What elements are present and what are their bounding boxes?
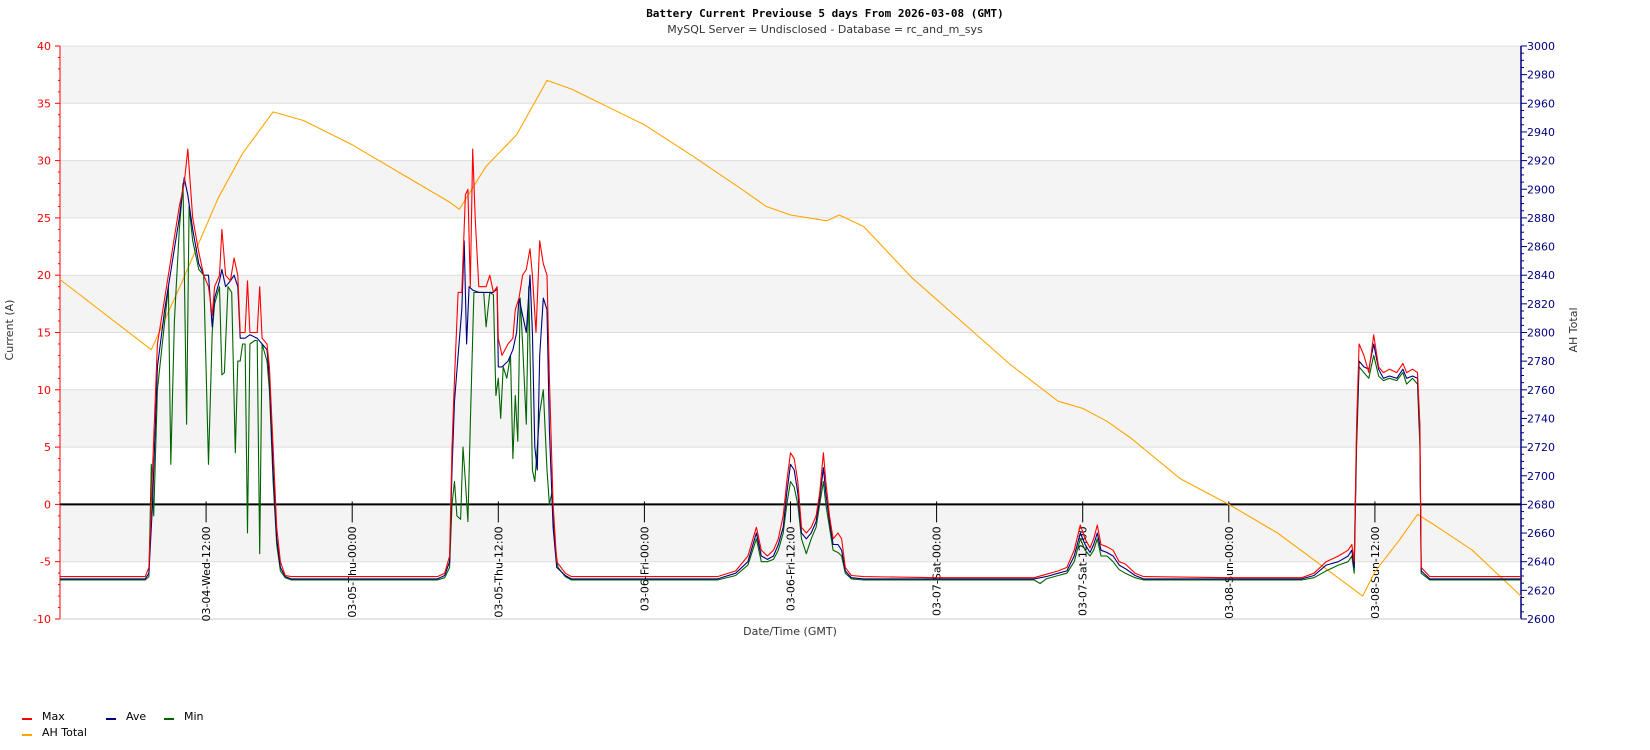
x-tick-label: 03-08-Sun-00:00 bbox=[1223, 526, 1236, 619]
legend-label-ah-total: AH Total bbox=[42, 726, 87, 739]
chart-subtitle: MySQL Server = Undisclosed - Database = … bbox=[667, 23, 983, 36]
y-axis-right-title: AH Total bbox=[1567, 308, 1580, 353]
right-axis: 2600 2620 2640 2660 2680 2700 2720 2740 2760 2780… bbox=[1520, 40, 1555, 626]
x-tick-label: 03-07-Sat-12:00 bbox=[1077, 526, 1090, 616]
chart-title: Battery Current Previouse 5 days From 20… bbox=[646, 7, 1004, 20]
legend-label-min: Min bbox=[184, 710, 204, 723]
x-tick-label: 03-07-Sat-00:00 bbox=[931, 526, 944, 616]
grid-band bbox=[60, 160, 1521, 218]
series-line-ave bbox=[60, 177, 1521, 580]
y-left-tick-label: -10 bbox=[33, 613, 51, 626]
y-left-tick-label: 10 bbox=[37, 384, 51, 397]
legend: Max Ave Min AH Total bbox=[22, 710, 204, 739]
y-right-tick-label: 2760 bbox=[1527, 384, 1555, 397]
series-line-max bbox=[60, 148, 1521, 579]
grid-bands bbox=[60, 46, 1521, 562]
series-layer bbox=[59, 79, 1522, 597]
y-right-tick-label: 2820 bbox=[1527, 298, 1555, 311]
y-right-tick-label: 2780 bbox=[1527, 355, 1555, 368]
x-tick-label: 03-06-Fri-00:00 bbox=[638, 526, 651, 611]
x-axis-title: Date/Time (GMT) bbox=[743, 625, 837, 638]
y-right-tick-label: 3000 bbox=[1527, 40, 1555, 53]
y-left-tick-label: 25 bbox=[37, 212, 51, 225]
legend-label-max: Max bbox=[42, 710, 65, 723]
y-right-tick-label: 2720 bbox=[1527, 441, 1555, 454]
y-right-tick-label: 2880 bbox=[1527, 212, 1555, 225]
left-axis: -10 -5 0 5 10 15 20 25 30 35 40 bbox=[33, 40, 61, 626]
y-right-tick-label: 2920 bbox=[1527, 155, 1555, 168]
y-right-tick-label: 2680 bbox=[1527, 498, 1555, 511]
y-right-tick-label: 2700 bbox=[1527, 470, 1555, 483]
y-left-tick-label: 30 bbox=[37, 155, 51, 168]
legend-label-ave: Ave bbox=[126, 710, 146, 723]
y-left-tick-label: 35 bbox=[37, 97, 51, 110]
series-line-min bbox=[60, 182, 1521, 585]
y-right-tick-label: 2740 bbox=[1527, 412, 1555, 425]
y-left-tick-label: 0 bbox=[44, 498, 51, 511]
y-left-tick-label: -5 bbox=[40, 556, 51, 569]
x-tick-label: 03-05-Thu-12:00 bbox=[492, 526, 505, 617]
y-right-tick-label: 2860 bbox=[1527, 241, 1555, 254]
grid-band bbox=[60, 46, 1521, 104]
y-right-tick-label: 2600 bbox=[1527, 613, 1555, 626]
series-line-ah-total bbox=[59, 79, 1522, 597]
y-axis-left-title: Current (A) bbox=[3, 300, 16, 361]
y-right-tick-label: 2960 bbox=[1527, 97, 1555, 110]
grid-band bbox=[60, 275, 1521, 333]
y-right-tick-label: 2620 bbox=[1527, 584, 1555, 597]
x-tick-label: 03-08-Sun-12:00 bbox=[1369, 526, 1382, 619]
y-right-tick-label: 2660 bbox=[1527, 527, 1555, 540]
y-right-tick-label: 2640 bbox=[1527, 556, 1555, 569]
y-left-tick-label: 20 bbox=[37, 269, 51, 282]
y-right-tick-label: 2840 bbox=[1527, 269, 1555, 282]
x-tick-label: 03-04-Wed-12:00 bbox=[200, 526, 213, 621]
y-right-tick-label: 2800 bbox=[1527, 327, 1555, 340]
y-right-tick-label: 2900 bbox=[1527, 183, 1555, 196]
y-left-tick-label: 5 bbox=[44, 441, 51, 454]
grid-band bbox=[60, 389, 1521, 448]
x-tick-label: 03-05-Thu-00:00 bbox=[346, 526, 359, 617]
y-right-tick-label: 2940 bbox=[1527, 126, 1555, 139]
y-right-tick-label: 2980 bbox=[1527, 69, 1555, 82]
y-left-tick-label: 40 bbox=[37, 40, 51, 53]
x-axis: 03-04-Wed-12:00 03-05-Thu-00:00 03-05-Thu-… bbox=[60, 501, 1521, 622]
y-left-tick-label: 15 bbox=[37, 327, 51, 340]
x-tick-label: 03-06-Fri-12:00 bbox=[785, 526, 798, 611]
